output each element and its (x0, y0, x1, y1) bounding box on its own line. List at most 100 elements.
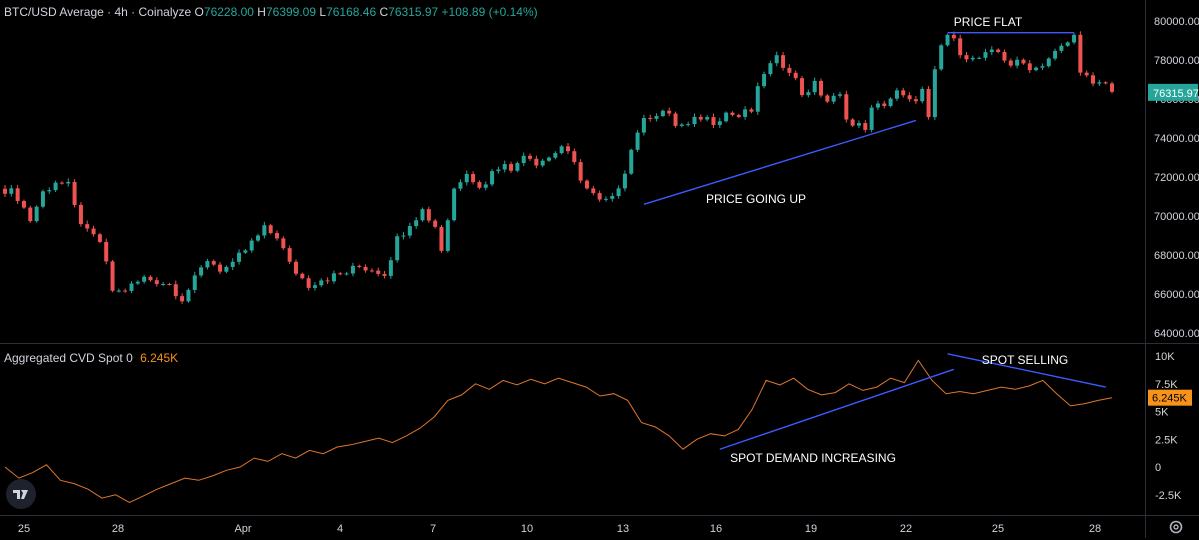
time-tick-label: 28 (1089, 523, 1101, 535)
candle-body (218, 264, 223, 272)
low-value: 76168.46 (326, 5, 377, 19)
annotation-label: SPOT SELLING (982, 353, 1068, 367)
last-cvd-label: 6.245K (1152, 393, 1188, 405)
candle-body (401, 235, 406, 237)
candle-body (350, 265, 355, 274)
candle-body (559, 146, 564, 154)
candle-body (768, 63, 773, 75)
candle-body (433, 220, 438, 227)
candle-body (395, 236, 400, 261)
candle-body (743, 109, 748, 117)
candle-body (888, 98, 893, 106)
annotation-label: PRICE FLAT (954, 15, 1023, 29)
cvd-tick-label: 0 (1155, 462, 1161, 474)
candle-body (28, 207, 33, 222)
candle-body (1103, 82, 1108, 84)
candle-body (547, 157, 552, 161)
last-price-label: 76315.97 (1153, 88, 1199, 100)
candle-body (996, 49, 1001, 52)
trendline (719, 368, 955, 450)
candle-body (3, 188, 7, 194)
candle-body (129, 283, 134, 291)
price-tick-label: 64000.00 (1154, 328, 1199, 340)
candle-body (66, 181, 71, 184)
candle-body (717, 121, 722, 126)
time-tick-label: 7 (430, 523, 436, 535)
candle-body (983, 52, 988, 58)
chart-header: BTC/USD Average · 4h · Coinalyze O76228.… (4, 5, 538, 19)
candle-body (724, 112, 729, 122)
candle-body (819, 80, 824, 96)
candle-body (471, 173, 476, 183)
candle-body (59, 182, 64, 184)
candle-body (167, 284, 172, 286)
candle-body (1110, 83, 1114, 92)
candle-body (800, 78, 805, 96)
candle-body (331, 273, 336, 282)
candle-body (629, 149, 634, 174)
candle-body (1021, 59, 1026, 64)
candle-body (964, 55, 969, 60)
candle-body (388, 260, 393, 276)
candle-body (641, 118, 646, 133)
price-tick-label: 68000.00 (1154, 250, 1199, 262)
candle-body (369, 270, 374, 272)
candle-body (477, 182, 482, 188)
candle-body (572, 151, 577, 163)
annotation-label: PRICE GOING UP (706, 192, 806, 206)
candle-body (211, 261, 216, 265)
candle-body (464, 173, 469, 183)
candle-body (844, 94, 849, 120)
price-tick-label: 66000.00 (1154, 289, 1199, 301)
cvd-tick-label: -2.5K (1155, 490, 1182, 502)
candle-body (382, 273, 387, 276)
candle-body (610, 196, 615, 199)
candle-body (667, 110, 672, 114)
annotation-label: SPOT DEMAND INCREASING (730, 451, 896, 465)
candle-body (762, 74, 767, 87)
price-tick-label: 74000.00 (1154, 133, 1199, 145)
candle-body (1097, 82, 1102, 84)
candle-body (458, 182, 463, 189)
price-tick-label: 78000.00 (1154, 55, 1199, 67)
candle-body (135, 281, 140, 284)
candle-body (452, 188, 457, 221)
candle-body (812, 80, 817, 93)
candle-body (894, 90, 899, 99)
cvd-tick-label: 2.5K (1155, 434, 1178, 446)
candle-body (1091, 75, 1096, 84)
indicator-title[interactable]: Aggregated CVD Spot 0 (4, 351, 133, 365)
candle-body (161, 284, 166, 286)
last-cvd-badge (1148, 389, 1192, 406)
cvd-line (4, 359, 1113, 504)
candle-body (9, 188, 14, 194)
candle-body (673, 113, 678, 126)
candle-body (91, 228, 96, 235)
candle-body (932, 69, 937, 118)
candle-body (1027, 63, 1032, 71)
candle-body (686, 124, 691, 126)
time-tick-label: 4 (337, 523, 343, 535)
candle-body (249, 240, 254, 251)
candle-body (705, 117, 710, 120)
candle-body (300, 273, 305, 279)
symbol-title[interactable]: BTC/USD Average · 4h · Coinalyze (4, 5, 192, 19)
gear-icon[interactable] (1168, 519, 1184, 535)
candle-body (1078, 34, 1083, 73)
candle-body (97, 234, 102, 242)
candle-body (1002, 51, 1007, 61)
candle-body (901, 90, 906, 96)
candle-body (787, 67, 792, 73)
candle-body (958, 38, 963, 56)
close-value: 76315.97 (388, 5, 439, 19)
candle-body (863, 123, 868, 130)
candle-body (730, 112, 735, 116)
candle-body (357, 265, 362, 267)
time-tick-label: 13 (617, 523, 629, 535)
candle-body (148, 276, 153, 281)
candle-body (275, 233, 280, 239)
tradingview-logo-icon[interactable] (6, 479, 36, 509)
candle-body (490, 171, 495, 185)
indicator-value: 6.245K (140, 351, 179, 365)
